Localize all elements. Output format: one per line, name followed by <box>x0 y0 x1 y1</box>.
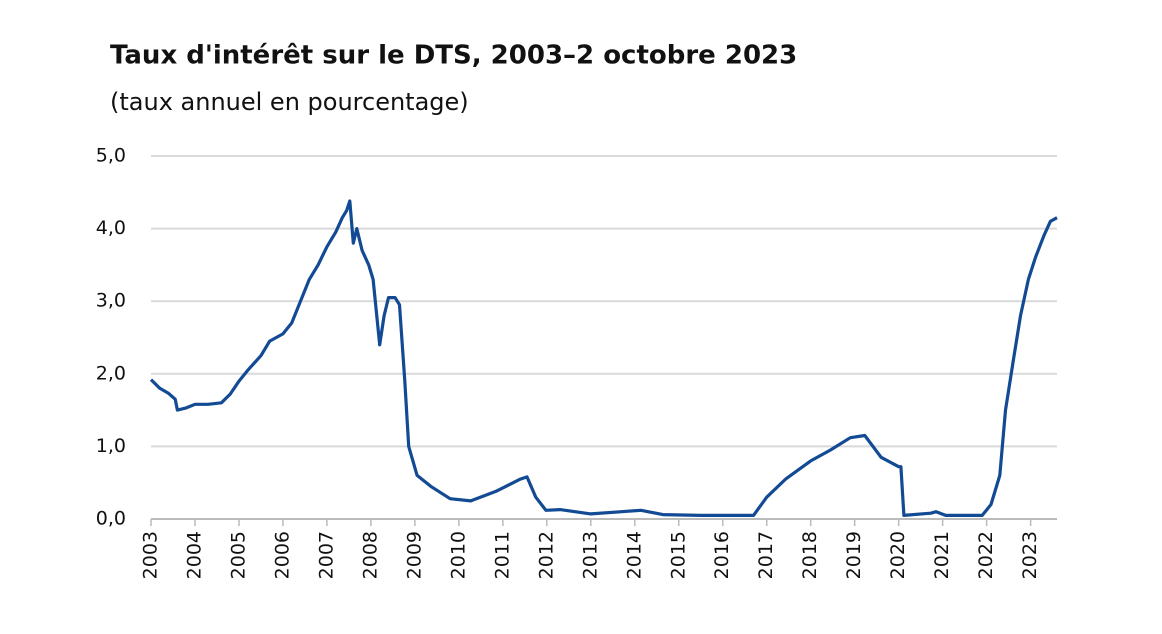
y-tick-label: 3,0 <box>96 290 126 312</box>
x-tick-label: 2008 <box>359 531 381 579</box>
chart-title: Taux d'intérêt sur le DTS, 2003–2 octobr… <box>110 41 797 71</box>
y-tick-label: 4,0 <box>96 217 126 239</box>
y-tick-label: 1,0 <box>96 435 126 457</box>
x-tick-label: 2006 <box>271 531 293 579</box>
x-tick-label: 2019 <box>843 531 865 579</box>
x-tick-label: 2007 <box>315 531 337 579</box>
y-tick-label: 0,0 <box>96 508 126 530</box>
x-tick-label: 2016 <box>711 531 733 579</box>
x-tick-label: 2018 <box>799 531 821 579</box>
x-tick-label: 2023 <box>1019 531 1041 579</box>
x-tick-label: 2014 <box>623 531 645 579</box>
x-tick-label: 2003 <box>140 531 162 579</box>
data-line <box>149 199 1058 517</box>
y-tick-label: 5,0 <box>96 145 126 167</box>
x-tick-label: 2017 <box>755 531 777 579</box>
x-tick-label: 2012 <box>535 531 557 579</box>
x-tick-label: 2005 <box>227 531 249 579</box>
x-tick-label: 2009 <box>403 531 425 579</box>
x-tick-label: 2013 <box>579 531 601 579</box>
x-tick-label: 2022 <box>975 531 997 579</box>
chart-subtitle: (taux annuel en pourcentage) <box>110 88 469 116</box>
x-tick-label: 2010 <box>447 531 469 579</box>
x-tick-label: 2020 <box>887 531 909 579</box>
x-tick-label: 2015 <box>667 531 689 579</box>
x-tick-label: 2011 <box>491 531 513 579</box>
y-tick-label: 2,0 <box>96 362 126 384</box>
x-tick-label: 2021 <box>931 531 953 579</box>
x-tick-label: 2004 <box>183 531 205 579</box>
